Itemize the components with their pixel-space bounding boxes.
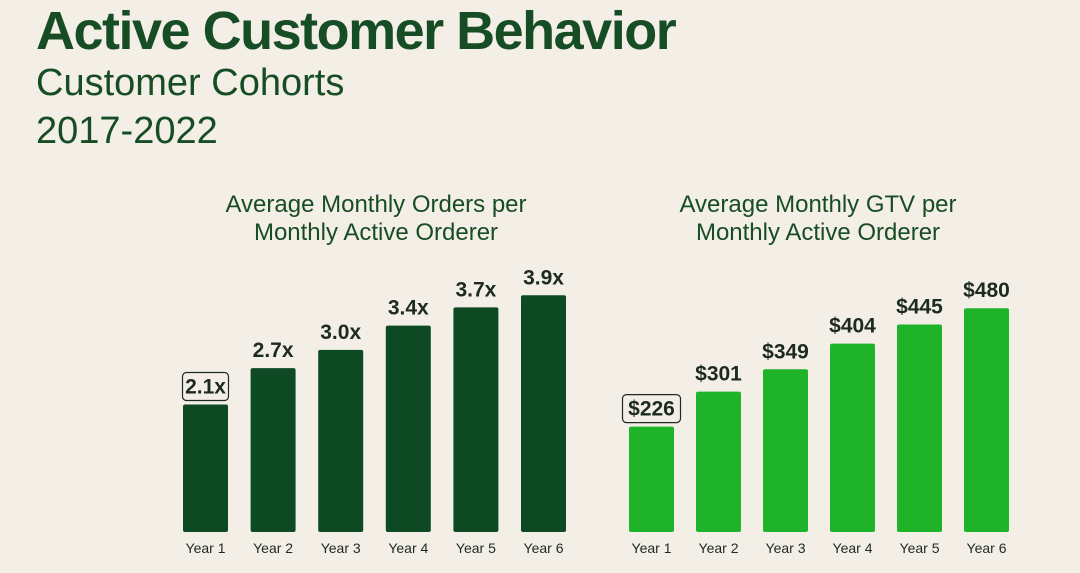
- page-title: Active Customer Behavior: [36, 1, 677, 61]
- orders-tick-label-2: Year 2: [253, 540, 293, 556]
- gtv-tick-label-5: Year 5: [900, 540, 940, 556]
- orders-value-label-box: [181, 371, 230, 402]
- page-subtitle: Customer Cohorts: [36, 62, 345, 104]
- gtv-value-label-6: $480: [963, 279, 1010, 302]
- orders-bar-1: [183, 404, 228, 532]
- gtv-value-label-3: $349: [762, 340, 809, 363]
- gtv-bar-5: [897, 324, 942, 532]
- gtv-bar-3: [763, 369, 808, 532]
- orders-value-label-6: 3.9x: [523, 266, 564, 289]
- gtv-tick-label-6: Year 6: [967, 540, 1007, 556]
- gtv-tick-label-3: Year 3: [766, 540, 806, 556]
- orders-value-label-3: 3.0x: [320, 321, 361, 344]
- gtv-value-label-2: $301: [695, 363, 742, 386]
- orders-bar-3: [318, 349, 364, 532]
- gtv-bar-6: [964, 308, 1009, 532]
- gtv-tick-label-2: Year 2: [699, 540, 739, 556]
- gtv-chart-title-line-2: Monthly Active Orderer: [696, 219, 940, 246]
- gtv-bar-2: [696, 391, 741, 532]
- orders-value-label-2: 2.7x: [253, 339, 294, 362]
- orders-bar-4: [385, 325, 431, 532]
- orders-bar-5: [453, 307, 499, 532]
- orders-value-label-5: 3.7x: [455, 278, 496, 301]
- orders-tick-label-3: Year 3: [321, 540, 361, 556]
- orders-tick-label-1: Year 1: [186, 540, 226, 556]
- gtv-chart-title-line-1: Average Monthly GTV per: [679, 191, 956, 218]
- orders-bar-6: [521, 295, 566, 532]
- gtv-tick-label-4: Year 4: [833, 540, 873, 556]
- orders-tick-label-5: Year 5: [456, 540, 496, 556]
- orders-value-label-4: 3.4x: [388, 297, 429, 320]
- orders-bar-2: [250, 368, 296, 532]
- gtv-value-label-4: $404: [829, 315, 876, 338]
- page-period: 2017-2022: [36, 110, 218, 152]
- gtv-tick-label-1: Year 1: [632, 540, 672, 556]
- gtv-bar-4: [830, 343, 875, 532]
- orders-tick-label-6: Year 6: [524, 540, 564, 556]
- orders-chart-title-line-2: Monthly Active Orderer: [254, 219, 498, 246]
- orders-value-label-1: 2.1x: [185, 376, 226, 399]
- header: Active Customer Behavior Customer Cohort…: [36, 0, 677, 152]
- gtv-value-label-1: $226: [628, 398, 675, 421]
- orders-chart-title-line-1: Average Monthly Orders per: [225, 191, 526, 218]
- gtv-value-label-5: $445: [896, 296, 943, 319]
- gtv-bar-1: [629, 426, 674, 532]
- gtv-value-label-box: [621, 394, 682, 424]
- orders-tick-label-4: Year 4: [388, 540, 428, 556]
